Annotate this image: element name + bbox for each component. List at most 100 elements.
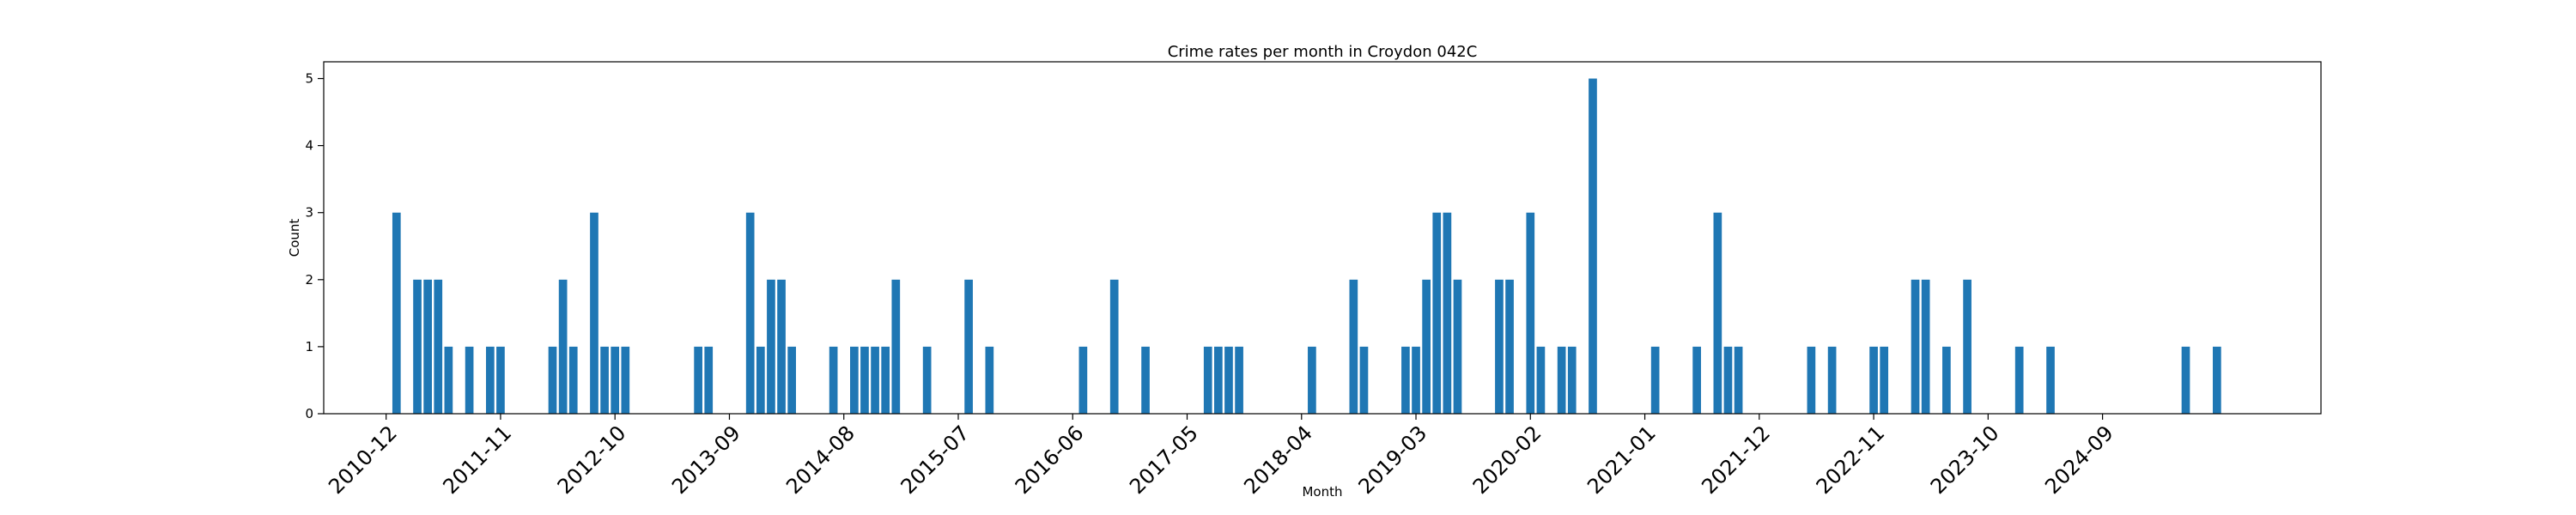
bar-2011-04 (423, 279, 432, 414)
bar-2023-04 (1921, 279, 1930, 414)
bar-2017-09 (1224, 346, 1233, 414)
x-tick-label: 2012-10 (553, 421, 631, 499)
plot-frame (323, 61, 2322, 415)
bar-2011-06 (444, 346, 453, 414)
bar-2013-12 (756, 346, 765, 414)
y-tick-label: 3 (305, 205, 313, 221)
bar-2012-08 (590, 212, 598, 414)
y-tick-label: 4 (305, 138, 313, 154)
x-tick-label: 2020-02 (1468, 421, 1546, 499)
bar-2014-12 (881, 346, 890, 414)
x-tick-label: 2021-01 (1583, 421, 1661, 499)
bar-2014-07 (829, 346, 838, 414)
bar-2011-05 (434, 279, 443, 414)
y-tick-label: 2 (305, 272, 313, 288)
bar-2016-10 (1109, 279, 1119, 414)
bar-2011-08 (465, 346, 474, 414)
bar-2021-06 (1692, 346, 1701, 414)
bar-2013-07 (704, 346, 714, 414)
bar-2021-02 (1650, 346, 1660, 414)
x-axis-label: Month (1302, 484, 1342, 500)
bar-2019-06 (1443, 212, 1452, 414)
bar-2012-04 (548, 346, 557, 414)
bar-2024-01 (2014, 346, 2024, 414)
bar-2017-10 (1235, 346, 1243, 414)
x-tick-label: 2021-12 (1697, 421, 1775, 499)
bar-2012-05 (558, 279, 568, 414)
bar-2017-08 (1214, 346, 1223, 414)
bar-2021-09 (1723, 346, 1733, 414)
x-tick-label: 2024-09 (2040, 421, 2118, 499)
bar-2023-06 (1942, 346, 1951, 414)
y-tick-label: 0 (305, 406, 313, 421)
bar-2020-03 (1536, 346, 1546, 414)
bar-2020-05 (1557, 346, 1566, 414)
bar-2022-05 (1807, 346, 1816, 414)
x-tick-label: 2022-11 (1812, 421, 1890, 499)
bar-2018-10 (1359, 346, 1369, 414)
bar-2011-11 (496, 346, 505, 414)
x-tick-label: 2016-06 (1011, 421, 1089, 499)
bar-2019-03 (1412, 346, 1420, 414)
bar-2024-04 (2046, 346, 2055, 414)
bar-2019-07 (1453, 279, 1462, 414)
bar-2019-05 (1432, 212, 1442, 414)
bar-2014-01 (767, 279, 775, 414)
bar-2014-11 (871, 346, 879, 414)
y-axis: 0 1 2 3 4 5 (305, 71, 324, 421)
x-tick-label: 2019-03 (1354, 421, 1432, 499)
bar-2015-04 (922, 346, 932, 414)
bar-2020-02 (1526, 212, 1535, 414)
bar-2021-08 (1713, 212, 1722, 414)
bar-2025-08 (2213, 346, 2221, 414)
y-tick-label: 1 (305, 339, 313, 354)
bar-2019-04 (1422, 279, 1431, 414)
bar-2013-11 (745, 212, 755, 414)
bar-2011-03 (413, 279, 422, 414)
x-tick-label: 2017-05 (1125, 421, 1203, 499)
chart-title: Crime rates per month in Croydon 042C (1168, 43, 1478, 61)
bar-2022-11 (1869, 346, 1878, 414)
x-axis: 2010-12 2011-11 2012-10 2013-09 2014-08 2015-… (324, 414, 2118, 499)
bar-2021-10 (1734, 346, 1743, 414)
bar-2017-07 (1203, 346, 1212, 414)
bar-2020-06 (1567, 346, 1577, 414)
x-tick-label: 2023-10 (1926, 421, 2004, 499)
bar-2022-12 (1880, 346, 1889, 414)
bar-2012-09 (600, 346, 609, 414)
x-tick-label: 2013-09 (667, 421, 745, 499)
bar-2019-02 (1401, 346, 1410, 414)
bar-2019-12 (1505, 279, 1514, 414)
bar-2015-01 (891, 279, 901, 414)
y-axis-label: Count (287, 219, 302, 258)
bar-2025-05 (2181, 346, 2190, 414)
bar-2018-09 (1349, 279, 1358, 414)
bar-2013-06 (694, 346, 702, 414)
bar-2012-06 (568, 346, 578, 414)
bar-2015-08 (964, 279, 973, 414)
bar-2017-01 (1141, 346, 1150, 414)
bar-2014-02 (777, 279, 786, 414)
bar-2012-11 (621, 346, 630, 414)
x-tick-label: 2015-07 (896, 421, 975, 499)
bar-2023-03 (1911, 279, 1920, 414)
bar-2020-08 (1589, 78, 1597, 415)
x-tick-label: 2014-08 (781, 421, 860, 499)
bar-2012-10 (611, 346, 620, 414)
bar-2019-11 (1495, 279, 1504, 414)
x-tick-label: 2010-12 (324, 421, 402, 499)
bar-2018-05 (1308, 346, 1316, 414)
y-tick-label: 5 (305, 71, 313, 87)
bar-2016-07 (1078, 346, 1088, 414)
bar-2022-07 (1827, 346, 1837, 414)
bars-group (392, 78, 2221, 415)
bar-2014-10 (860, 346, 869, 414)
bar-2014-03 (787, 346, 796, 414)
bar-2015-10 (985, 346, 994, 414)
bar-2011-01 (392, 212, 401, 414)
bar-2014-09 (850, 346, 859, 414)
x-tick-label: 2011-11 (438, 421, 516, 499)
bar-2011-10 (485, 346, 495, 414)
bar-2023-08 (1963, 279, 1971, 414)
